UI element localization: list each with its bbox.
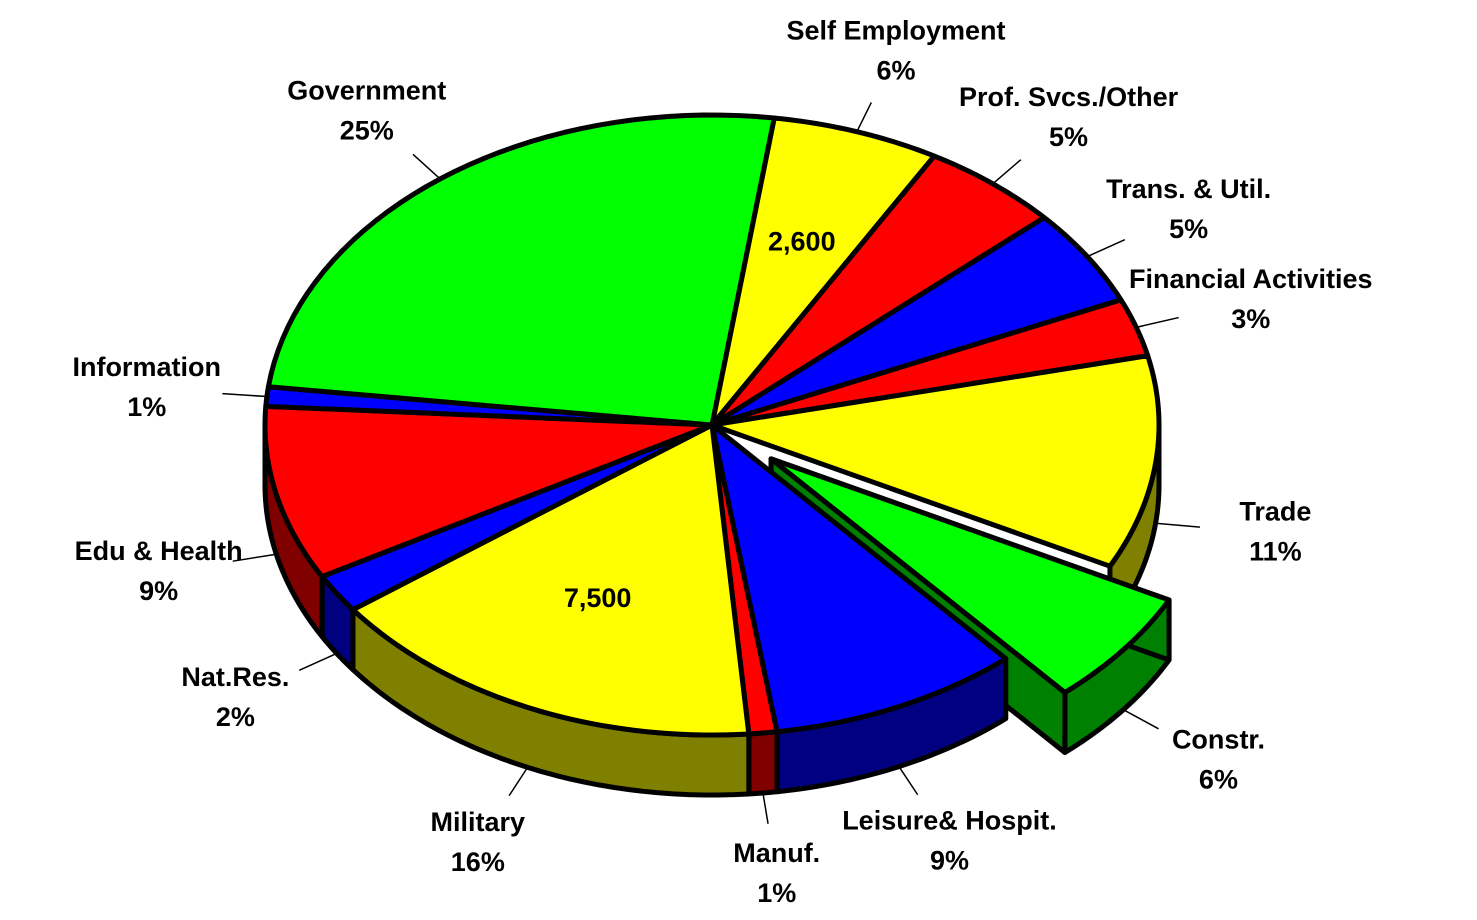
value-label: 9% xyxy=(139,576,178,606)
slice-side xyxy=(746,729,780,797)
value-label: 16% xyxy=(451,847,505,877)
value-label: 2% xyxy=(216,702,255,732)
leader-line xyxy=(1122,709,1159,730)
category-label: Trans. & Util. xyxy=(1106,174,1271,204)
slice xyxy=(709,422,780,737)
leader-line xyxy=(232,553,277,562)
slice-tops xyxy=(262,112,1172,738)
category-label: Constr. xyxy=(1172,724,1265,754)
category-label: Military xyxy=(431,807,526,837)
leader-line xyxy=(508,766,529,797)
slice xyxy=(319,422,715,613)
value-label: 6% xyxy=(1199,764,1238,794)
value-label: 3% xyxy=(1231,304,1270,334)
slice xyxy=(709,422,1009,735)
slice xyxy=(709,215,1124,428)
annotation: 2,600 xyxy=(768,226,836,256)
category-label: Financial Activities xyxy=(1129,264,1373,294)
category-label: Information xyxy=(72,352,221,382)
value-label: 11% xyxy=(1249,537,1302,567)
value-label: 5% xyxy=(1049,122,1088,152)
slice xyxy=(768,456,1172,695)
value-label: 25% xyxy=(340,116,394,146)
leader-line xyxy=(992,159,1022,185)
slice xyxy=(709,353,1162,569)
value-label: 9% xyxy=(930,846,969,876)
slice xyxy=(350,422,752,738)
category-label: Manuf. xyxy=(733,838,820,868)
category-label: Self Employment xyxy=(786,16,1005,46)
value-label: 1% xyxy=(757,878,796,908)
slice xyxy=(262,403,715,580)
leader-line xyxy=(1155,522,1201,528)
category-label: Government xyxy=(287,76,446,106)
annotation: 7,500 xyxy=(564,583,632,613)
value-label: 1% xyxy=(127,392,166,422)
leader-line xyxy=(1086,239,1126,258)
leader-line xyxy=(762,792,769,824)
leader-line xyxy=(298,652,338,671)
category-label: Trade xyxy=(1239,497,1311,527)
leader-line xyxy=(856,102,873,133)
category-label: Nat.Res. xyxy=(181,662,289,692)
slice xyxy=(265,112,777,428)
leader-line xyxy=(1136,316,1179,329)
labels: Self Employment 6% Prof. Svcs./Other 5% Tran… xyxy=(72,16,1372,908)
category-label: Edu & Health xyxy=(75,536,243,566)
leader-line xyxy=(222,392,267,398)
value-label: 5% xyxy=(1169,214,1208,244)
slice xyxy=(709,153,1047,428)
value-label: 6% xyxy=(876,56,915,86)
leader-line xyxy=(412,153,441,180)
category-label: Prof. Svcs./Other xyxy=(959,82,1179,112)
category-label: Leisure& Hospit. xyxy=(842,806,1057,836)
leader-line xyxy=(898,766,919,796)
